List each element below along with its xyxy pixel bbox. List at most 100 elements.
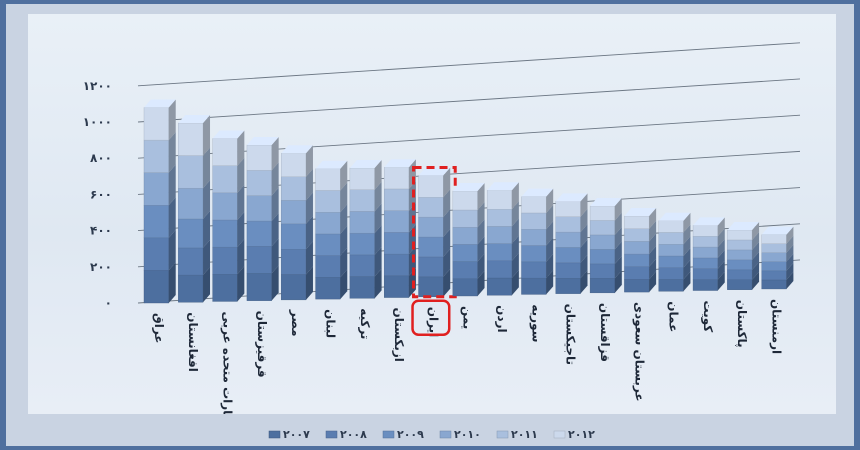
bar-segment-side [786,244,794,262]
legend-swatch [382,430,395,439]
bar-segment-side [786,235,794,253]
bar-segment-side [511,269,519,296]
legend-label: ۲۰۱۰ [454,428,481,441]
bar-segment [452,244,478,262]
bar-segment-side [305,145,313,177]
bar-segment [521,212,547,230]
bar-segment [418,276,444,297]
bar-segment-side [649,246,657,267]
bar-segment-side [305,168,313,201]
chart-frame: ۰ ۲۰۰ ۴۰۰ ۶۰۰ ۸۰۰ ۱۰۰۰ ۱۲۰۰ عراق افغانستان امارات… [6,4,854,446]
bar-segment-side [237,184,245,220]
bar-segment [727,269,753,280]
bar-segment [486,226,513,244]
bar-segment-side [717,228,725,248]
bar-top [761,226,794,235]
legend-label: ۲۰۰۹ [397,428,424,441]
bar-segment-side [203,180,211,219]
bar-segment [727,249,753,261]
bar-segment [761,270,787,281]
bar-segment-side [580,224,588,248]
bar-segment [315,168,341,191]
bar-segment-side [717,271,725,291]
legend-swatch [439,430,452,439]
legend-area: ۲۰۰۷ ۲۰۰۸ ۲۰۰۹ ۲۰۱۰ ۲۰۱۱ ۲۰۱۲ [6,422,854,446]
bar-segment [384,253,410,277]
bar-segment-side [683,236,691,256]
bar-segment-side [752,261,760,280]
bar-segment [624,279,650,293]
bar-segment-side [237,130,245,166]
bar-segment [349,232,375,256]
bar-segment [589,234,616,250]
bar-segment-side [786,271,794,289]
bar-segment [212,165,238,194]
bar-segment-side [203,267,211,303]
legend-label: ۲۰۰۸ [340,428,367,441]
bar-segment [212,138,238,166]
bar-segment-side [168,262,176,303]
bar-segment [486,260,513,279]
bar-segment-side [717,260,725,280]
bar-segment-side [649,258,657,280]
bar-segment [761,261,787,272]
bar-segment [658,232,684,245]
bar-segment [624,215,650,229]
bar-segment [521,261,547,279]
bar-segment [692,246,718,259]
bar-segment [761,243,787,253]
bar-segment-side [340,269,348,300]
bar-segment-side [649,233,657,255]
bar-segment [281,248,307,275]
bar-segment [178,187,204,220]
bar-segment-side [271,265,279,301]
bar-segment [589,278,616,294]
bar-segment [246,144,272,171]
bar-segment-side [271,187,279,222]
bar-segment-side [477,236,485,262]
bar-segment [143,172,169,206]
category-label: عربستان سعودی [631,302,646,401]
bar-segment-side [614,212,622,235]
bar-segment [486,209,513,227]
plot-area: ۰ ۲۰۰ ۴۰۰ ۶۰۰ ۸۰۰ ۱۰۰۰ ۱۲۰۰ عراق افغانستان امارات… [28,14,836,426]
bar-segment-side [546,188,554,213]
bar-segment [692,236,718,248]
bar-segment [315,233,341,256]
bar-top [487,182,519,191]
bar-segment [384,232,410,255]
bar-segment [486,243,513,262]
bar-segment [658,279,684,292]
bar-segment [143,107,169,141]
legend: ۲۰۰۷ ۲۰۰۸ ۲۰۰۹ ۲۰۱۰ ۲۰۱۱ ۲۰۱۲ [268,428,595,441]
bar-segment [178,218,204,249]
bar-segment [658,220,684,233]
legend-swatch [268,430,281,439]
bar-segment [143,237,169,271]
bar-segment-side [511,252,519,278]
bar-top [349,159,382,168]
bar-top [246,136,279,145]
bar-segment-side [443,248,451,277]
bar-segment [349,254,375,277]
bar-segment-side [511,182,519,210]
bar-segment [521,245,547,263]
stacked-bar-chart: ۰ ۲۰۰ ۴۰۰ ۶۰۰ ۸۰۰ ۱۰۰۰ ۱۲۰۰ عراق افغانستان امارات… [83,42,801,426]
bar-top [693,217,725,226]
bar-segment-side [237,266,245,302]
bar-segment [349,276,375,299]
bar-segment [178,274,204,303]
bar-top [144,99,176,108]
bar-segment-side [511,218,519,244]
bar-segment [246,220,272,247]
bar-segment-side [340,247,348,278]
bar-segment-side [477,201,485,228]
bar-segment-side [340,225,348,256]
bar-segment [178,247,204,276]
bar-segment [589,249,616,265]
bar-segment-side [649,220,657,242]
bar-segment-side [271,213,279,247]
bar-top [727,221,760,230]
bar-segment [761,252,787,262]
bar-segment [624,253,650,267]
